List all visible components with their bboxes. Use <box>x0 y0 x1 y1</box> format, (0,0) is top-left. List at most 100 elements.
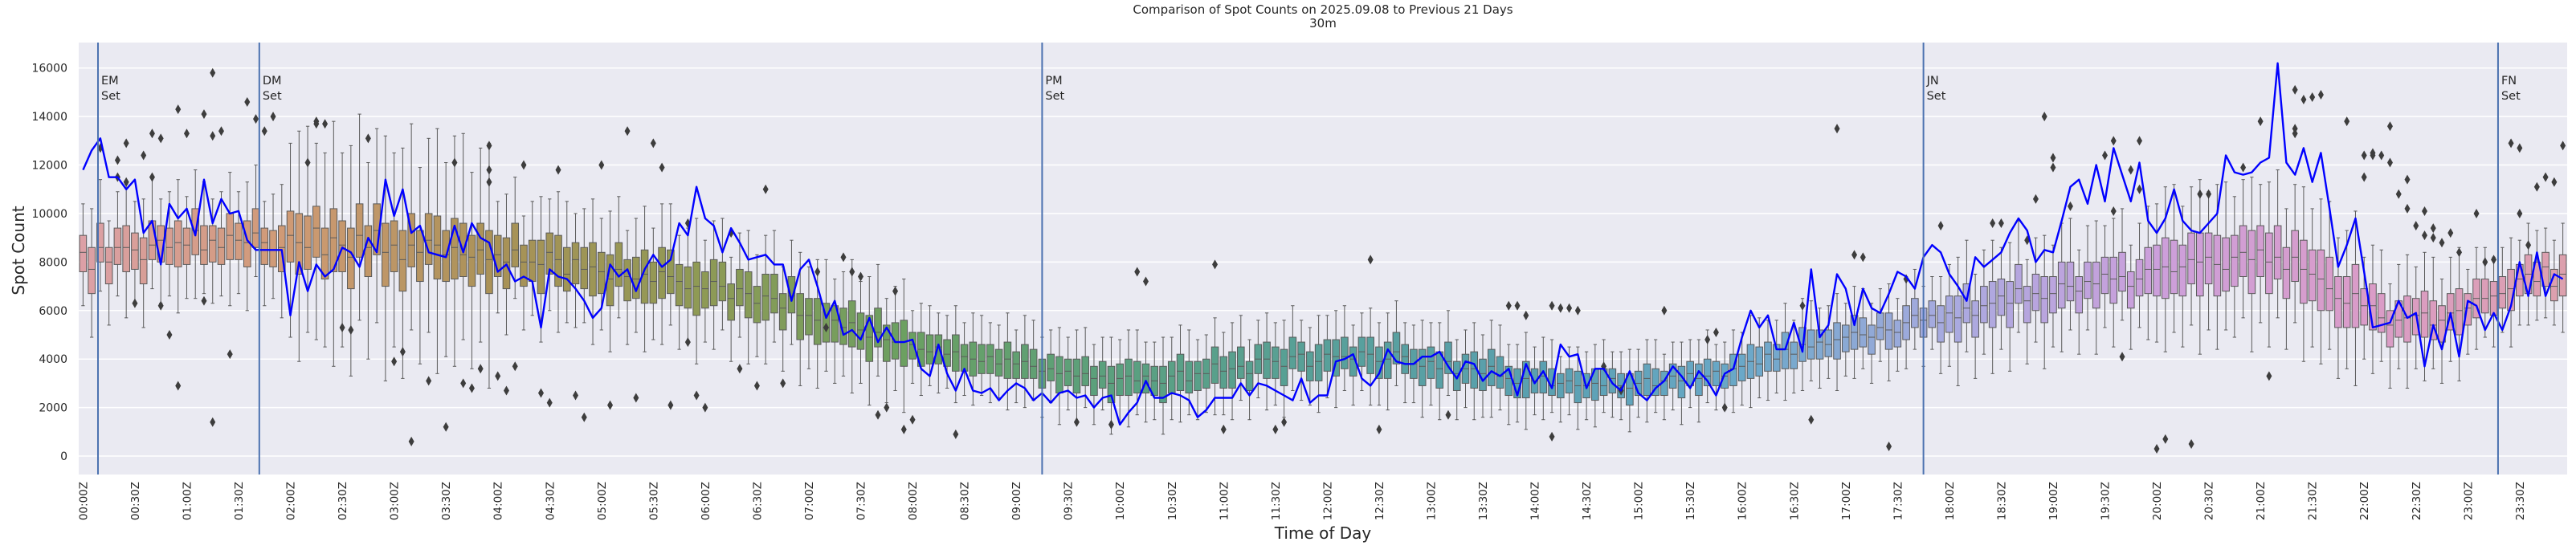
outlier-marker <box>633 393 639 403</box>
box-group <box>943 315 951 389</box>
box-group <box>2334 237 2342 379</box>
box-group <box>1047 329 1055 404</box>
box-group <box>805 266 813 369</box>
box-group <box>571 213 580 328</box>
box-group <box>1418 320 1427 418</box>
box-group <box>174 179 182 314</box>
box-group <box>1841 303 1850 377</box>
outlier-marker <box>2378 150 2385 161</box>
box <box>1893 320 1902 348</box>
box <box>2084 261 2092 299</box>
x-tick-label: 04:30Z <box>544 482 557 520</box>
box-group <box>623 230 631 345</box>
box-group <box>1003 312 1012 411</box>
y-tick-label: 14000 <box>31 111 67 124</box>
box-group <box>2498 246 2507 333</box>
box <box>148 220 157 260</box>
box-group <box>1487 320 1496 418</box>
box <box>727 283 735 321</box>
box-group <box>113 191 122 297</box>
box-group <box>580 208 589 324</box>
outlier-marker <box>2240 162 2247 173</box>
box <box>2066 261 2075 302</box>
outlier-marker <box>201 295 207 306</box>
outlier-marker <box>1549 300 1555 311</box>
box <box>338 220 346 272</box>
outlier-marker <box>132 298 138 308</box>
outlier-marker <box>2361 172 2367 182</box>
box <box>658 246 666 299</box>
box-group <box>131 201 139 304</box>
outlier-marker <box>365 133 371 144</box>
y-axis-label: Spot Count <box>9 206 28 295</box>
box-group <box>312 142 320 340</box>
outlier-marker <box>2292 84 2298 95</box>
box-group <box>2377 249 2386 362</box>
box-group <box>770 230 778 343</box>
box <box>1868 324 1876 355</box>
x-tick-label: 14:00Z <box>1529 482 1542 520</box>
outlier-marker <box>1834 124 1840 134</box>
box <box>1288 336 1297 369</box>
box-group <box>675 234 684 350</box>
x-tick-label: 21:00Z <box>2255 482 2268 520</box>
box-group <box>96 179 104 292</box>
outlier-marker <box>2542 172 2549 182</box>
y-tick-label: 2000 <box>39 402 67 415</box>
box-group <box>1876 288 1884 362</box>
box-group <box>1228 322 1236 421</box>
x-tick-label: 03:00Z <box>389 482 402 520</box>
box-group <box>1081 327 1089 409</box>
outlier-marker <box>1281 417 1288 427</box>
outlier-marker <box>693 390 700 401</box>
box <box>701 271 709 309</box>
outlier-marker <box>486 165 492 175</box>
box-group <box>2040 234 2049 369</box>
box <box>1141 363 1150 394</box>
box <box>865 315 874 362</box>
box <box>312 206 320 258</box>
box <box>882 324 891 362</box>
box <box>1280 348 1288 386</box>
event-marker-label: DM Set <box>263 75 282 103</box>
outlier-marker <box>166 330 173 340</box>
box <box>320 227 329 280</box>
box <box>589 242 597 297</box>
outlier-marker <box>114 155 120 165</box>
box-group <box>1815 308 1824 389</box>
box-group <box>1884 283 1893 381</box>
box <box>1755 346 1764 377</box>
box <box>597 251 606 295</box>
box <box>1712 360 1721 386</box>
box <box>1487 348 1496 386</box>
box <box>2239 225 2247 278</box>
outlier-marker <box>227 349 233 360</box>
outlier-marker <box>2266 371 2272 381</box>
box-group <box>2446 256 2455 362</box>
outlier-marker <box>1220 424 1227 434</box>
box-group <box>952 305 960 404</box>
outlier-marker <box>157 300 164 311</box>
outlier-marker <box>261 126 267 136</box>
y-tick-label: 12000 <box>31 160 67 173</box>
box <box>174 220 182 267</box>
outlier-marker <box>2422 230 2428 241</box>
box-group <box>2317 198 2325 365</box>
box <box>1574 370 1582 404</box>
box-group <box>1125 329 1133 428</box>
x-tick-label: 10:30Z <box>1166 482 1179 520</box>
box <box>1194 360 1202 391</box>
x-tick-label: 00:30Z <box>129 482 142 520</box>
box-group <box>2429 256 2438 369</box>
box-group <box>1643 339 1651 423</box>
box-group <box>1098 336 1107 411</box>
box <box>736 268 744 307</box>
box-group <box>364 162 373 360</box>
outlier-marker <box>814 267 821 277</box>
chart-subtitle: 30m <box>1309 16 1337 31</box>
x-tick-label: 01:00Z <box>181 482 194 520</box>
outlier-marker <box>141 150 147 161</box>
box <box>295 213 304 275</box>
x-tick-label: 23:30Z <box>2514 482 2527 520</box>
box-group <box>1504 344 1513 426</box>
